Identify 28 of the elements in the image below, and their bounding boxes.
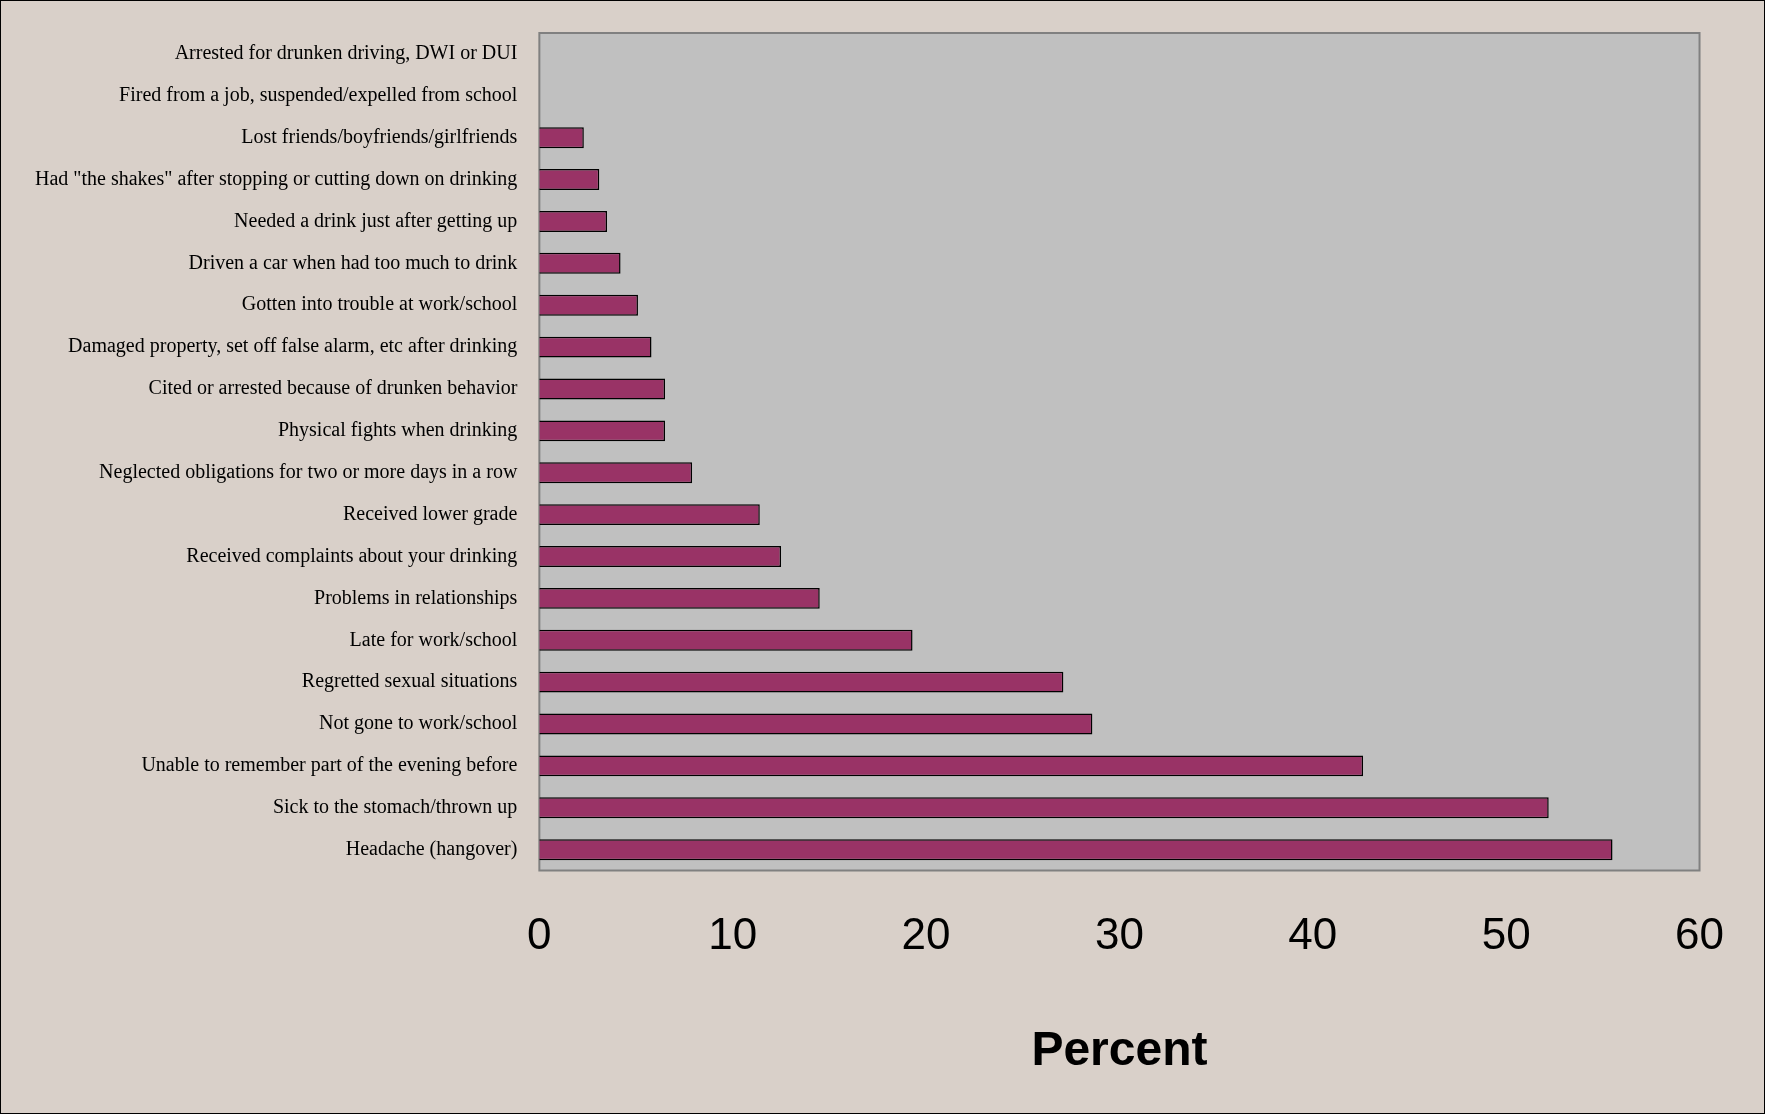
y-tick-label: Regretted sexual situations bbox=[301, 669, 518, 693]
y-tick-label: Arrested for drunken driving, DWI or DUI bbox=[174, 41, 518, 65]
y-tick-label: Lost friends/boyfriends/girlfriends bbox=[241, 124, 518, 148]
y-tick-label: Cited or arrested because of drunken behavior bbox=[148, 376, 518, 399]
y-tick-label: Damaged property, set off false alarm, etc after drinking bbox=[68, 334, 518, 358]
x-tick-label: 20 bbox=[901, 909, 951, 959]
y-tick-label: Late for work/school bbox=[349, 627, 518, 650]
y-tick-label: Headache (hangover) bbox=[345, 836, 518, 860]
y-tick-label: Had "the shakes" after stopping or cutting down on drinking bbox=[34, 166, 518, 190]
x-tick-label: 10 bbox=[708, 909, 758, 959]
y-tick-label: Sick to the stomach/thrown up bbox=[272, 795, 518, 819]
y-tick-label: Needed a drink just after getting up bbox=[234, 208, 518, 232]
x-tick-label: 0 bbox=[527, 909, 552, 959]
y-tick-label: Fired from a job, suspended/expelled from school bbox=[119, 83, 518, 107]
y-tick-label: Received complaints about your drinking bbox=[186, 543, 518, 567]
y-tick-label: Not gone to work/school bbox=[319, 711, 518, 735]
y-tick-label: Received lower grade bbox=[342, 501, 518, 525]
x-tick-label: 50 bbox=[1481, 909, 1531, 959]
x-tick-label: 30 bbox=[1094, 909, 1144, 959]
y-tick-label: Gotten into trouble at work/school bbox=[241, 292, 518, 315]
x-tick-label: 40 bbox=[1288, 909, 1338, 959]
y-tick-label: Neglected obligations for two or more days in a row bbox=[99, 459, 518, 483]
y-tick-label: Driven a car when had too much to drink bbox=[188, 250, 518, 273]
y-tick-label: Problems in relationships bbox=[314, 585, 518, 609]
x-tick-label: 60 bbox=[1675, 909, 1725, 959]
y-tick-label: Unable to remember part of the evening before bbox=[141, 753, 518, 777]
y-tick-label: Physical fights when drinking bbox=[277, 418, 518, 442]
x-axis-title: Percent bbox=[1031, 1022, 1208, 1076]
